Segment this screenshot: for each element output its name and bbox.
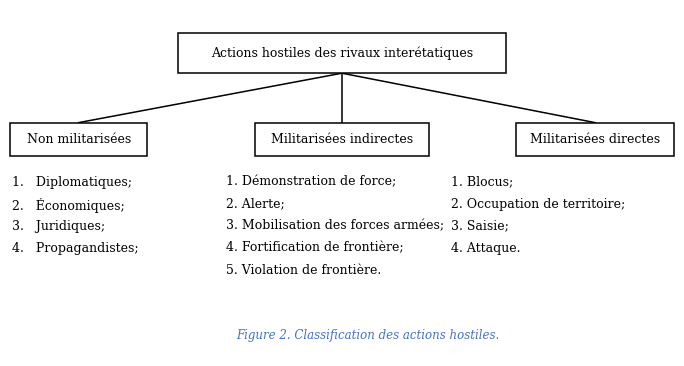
Text: Non militarisées: Non militarisées	[27, 132, 131, 146]
Text: Figure 2. Classification des actions hostiles.: Figure 2. Classification des actions hos…	[236, 329, 499, 342]
Text: 1. Démonstration de force;: 1. Démonstration de force;	[226, 176, 396, 189]
FancyBboxPatch shape	[10, 123, 147, 156]
Text: Militarisées directes: Militarisées directes	[530, 132, 660, 146]
Text: 2. Alerte;: 2. Alerte;	[226, 198, 285, 211]
Text: 2. Occupation de territoire;: 2. Occupation de territoire;	[451, 198, 626, 211]
Text: 3.   Juridiques;: 3. Juridiques;	[12, 220, 105, 233]
Text: Militarisées indirectes: Militarisées indirectes	[271, 132, 413, 146]
Text: 4. Fortification de frontière;: 4. Fortification de frontière;	[226, 242, 404, 255]
Text: Actions hostiles des rivaux interétatiques: Actions hostiles des rivaux interétatiqu…	[211, 46, 473, 60]
Text: 3. Mobilisation des forces armées;: 3. Mobilisation des forces armées;	[226, 220, 444, 233]
FancyBboxPatch shape	[178, 33, 506, 73]
FancyBboxPatch shape	[516, 123, 674, 156]
Text: 5. Violation de frontière.: 5. Violation de frontière.	[226, 264, 381, 277]
Text: 1.   Diplomatiques;: 1. Diplomatiques;	[12, 176, 132, 189]
Text: 4.   Propagandistes;: 4. Propagandistes;	[12, 242, 139, 255]
Text: 3. Saisie;: 3. Saisie;	[451, 220, 510, 233]
Text: 1. Blocus;: 1. Blocus;	[451, 176, 514, 189]
Text: 2.   Économiques;: 2. Économiques;	[12, 198, 125, 213]
FancyBboxPatch shape	[254, 123, 430, 156]
Text: 4. Attaque.: 4. Attaque.	[451, 242, 521, 255]
